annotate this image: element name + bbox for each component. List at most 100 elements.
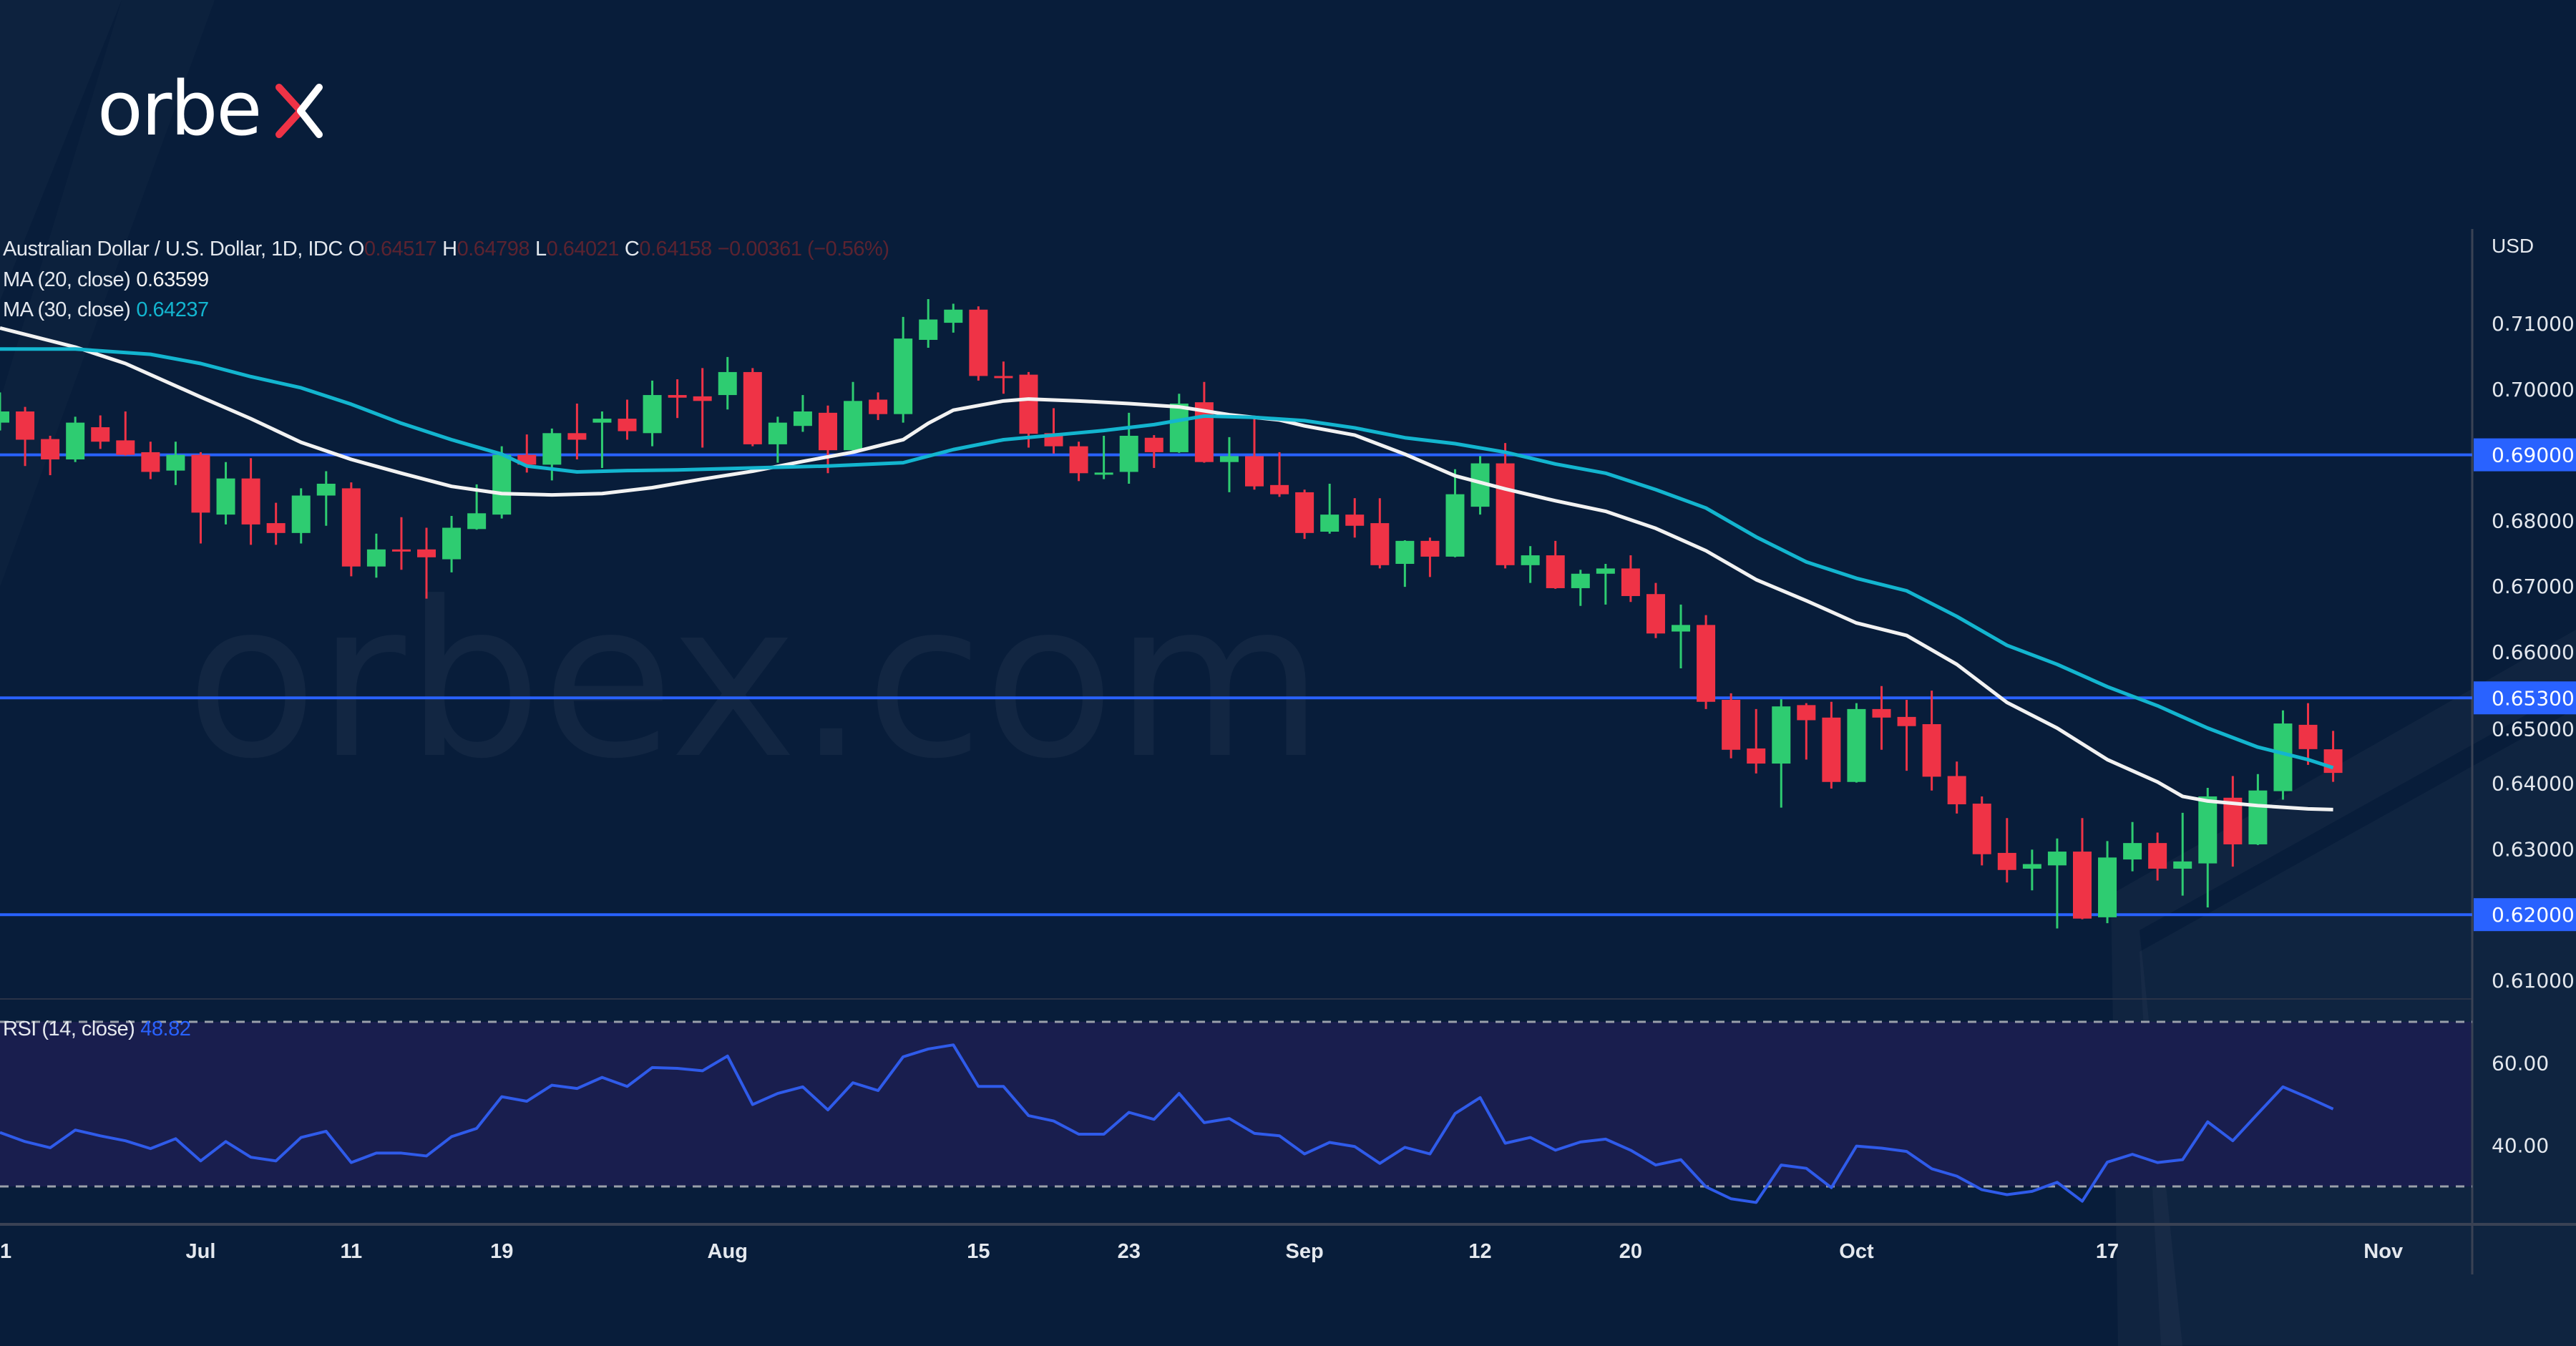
candle (1270, 452, 1289, 497)
candle (1019, 371, 1038, 448)
candle (2148, 832, 2167, 881)
symbol-title: Australian Dollar / U.S. Dollar, 1D, IDC (3, 238, 343, 260)
candle-body (1320, 514, 1340, 532)
candle (1972, 796, 1991, 866)
candle (844, 381, 863, 452)
candle (316, 471, 336, 526)
candle (467, 484, 487, 530)
candle (1947, 761, 1966, 814)
candle (191, 452, 210, 544)
candle (944, 303, 963, 333)
candle (1044, 408, 1063, 454)
candle (1069, 442, 1088, 482)
price-axis[interactable]: 0.69000 0.65300 0.62000 0.71000 0.70000 0.680… (2474, 312, 2576, 1158)
candle-body (316, 483, 336, 496)
price-tick-label: 0.63000 (2492, 837, 2575, 861)
candle (743, 368, 762, 447)
rsi-value: 48.82 (140, 1018, 191, 1040)
rsi-label: RSI (14, close) (3, 1018, 135, 1040)
ma20-line (0, 326, 2333, 811)
candle-body (1295, 492, 1314, 533)
candle (366, 533, 386, 578)
candle-body (141, 452, 160, 472)
candle-body (2198, 796, 2218, 864)
candle-body (1947, 776, 1966, 804)
candle (2173, 812, 2192, 896)
candle (2323, 731, 2343, 782)
candle (1370, 498, 1390, 569)
candle (1697, 615, 1716, 709)
candle-body (818, 412, 837, 451)
candle (492, 446, 512, 519)
candle (542, 428, 562, 481)
candle (1320, 483, 1340, 534)
candle (1521, 546, 1540, 583)
candle (1445, 469, 1465, 557)
rsi-band (0, 1022, 2472, 1186)
candle-body (2148, 843, 2167, 869)
candle-body (1922, 723, 1941, 777)
candle (166, 442, 185, 485)
candle-body (191, 454, 210, 513)
ma30-legend[interactable]: MA (30, close) 0.64237 (3, 298, 215, 322)
candle-body (467, 513, 487, 530)
candle-body (1169, 403, 1189, 452)
ma30-line (0, 347, 2334, 770)
symbol-legend[interactable]: Australian Dollar / U.S. Dollar, 1D, IDC… (3, 238, 895, 261)
close-value: 0.64158 (639, 238, 712, 260)
level-price-label: 0.62000 (2492, 903, 2575, 927)
candle (442, 515, 462, 572)
rsi-legend[interactable]: RSI (14, close) 48.82 (3, 1018, 196, 1041)
candle (417, 527, 436, 599)
candle-body (919, 319, 938, 340)
time-axis[interactable]: 21 Jul 11 19 Aug 15 23 Sep 12 20 Oct 17 Nov (0, 1240, 2403, 1263)
candle-body (894, 338, 913, 414)
time-tick-label: Nov (2363, 1240, 2403, 1263)
candle-body (241, 478, 260, 525)
candle-body (1897, 716, 1916, 726)
ma20-legend[interactable]: MA (20, close) 0.63599 (3, 268, 215, 292)
candle (2098, 841, 2117, 924)
logo: orbe (97, 65, 323, 152)
logo-x-icon (275, 84, 323, 138)
candle-body (166, 454, 185, 471)
level-price-label: 0.65300 (2492, 686, 2575, 710)
candle-body (66, 422, 85, 460)
candle-body (2173, 861, 2192, 869)
rsi-tick-label: 40.00 (2492, 1134, 2549, 1158)
price-tick-label: 0.68000 (2492, 509, 2575, 532)
candle (66, 416, 85, 462)
watermark: orbex.com (186, 556, 1324, 806)
candle-body (2047, 852, 2067, 866)
open-label: O (348, 238, 365, 260)
time-tick-label: Jul (186, 1240, 216, 1263)
candle-body (1997, 852, 2016, 870)
candle-body (1822, 717, 1841, 782)
candle (391, 517, 411, 570)
candle-body (366, 549, 386, 567)
candle-body (417, 549, 436, 557)
candle (1219, 437, 1239, 492)
candle-body (969, 309, 988, 376)
candle-body (1697, 625, 1716, 702)
candle (969, 306, 988, 381)
candle-body (1521, 555, 1540, 565)
candle-body (442, 527, 462, 560)
candle-body (1672, 625, 1691, 632)
logo-text: orbe (97, 65, 260, 152)
candle (1094, 435, 1113, 479)
candle-body (718, 371, 737, 396)
candle (1119, 412, 1138, 484)
candle (2273, 710, 2293, 800)
candle (2298, 703, 2318, 765)
candle (1571, 570, 1590, 606)
candle-body (768, 422, 787, 444)
candle-body (1069, 446, 1088, 474)
candle (618, 399, 637, 440)
candle (2123, 821, 2142, 872)
candle (2198, 788, 2218, 908)
candles (0, 299, 2343, 929)
price-tick-label: 0.71000 (2492, 312, 2575, 336)
time-tick-label: 20 (1619, 1240, 1642, 1263)
